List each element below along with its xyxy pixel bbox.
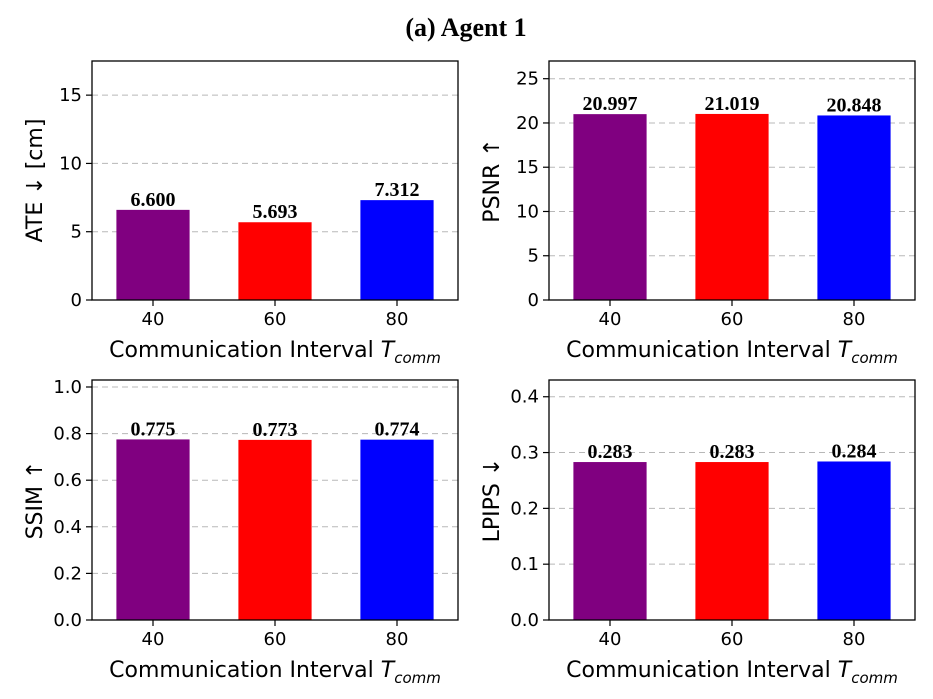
psnr-ylabel: PSNR ↑ (480, 138, 505, 222)
psnr-xlabel-symbol: T (838, 338, 853, 363)
ssim-value-label-60: 0.773 (253, 419, 298, 441)
ate-value-label-60: 5.693 (253, 201, 298, 223)
ssim-bar-60 (238, 439, 312, 620)
ate-xlabel-symbol: T (381, 338, 396, 363)
lpips-value-label-80: 0.284 (832, 440, 877, 462)
psnr-ytick-label: 15 (516, 157, 539, 178)
ate-xlabel-subscript: comm (394, 349, 441, 367)
ate-ytick-label: 5 (71, 222, 82, 243)
lpips-ytick-label: 0.2 (510, 498, 539, 519)
ssim-ytick-label: 0.6 (53, 470, 82, 491)
ate-xtick-label: 40 (142, 309, 165, 330)
psnr-ytick-label: 10 (516, 201, 539, 222)
ssim-ytick-label: 0.0 (53, 610, 82, 631)
ate-ytick-label: 0 (71, 290, 82, 311)
lpips-xlabel-symbol: T (838, 658, 853, 683)
psnr-ytick-label: 5 (528, 246, 539, 267)
ssim-bar-40 (116, 439, 190, 620)
ssim-ylabel: SSIM ↑ (23, 461, 48, 540)
lpips-ytick-label: 0.1 (510, 554, 539, 575)
psnr-xlabel-subscript: comm (851, 349, 898, 367)
ssim-xtick-label: 40 (142, 629, 165, 650)
ssim-xlabel-text: Communication Interval (109, 658, 381, 683)
psnr-xtick-label: 60 (721, 309, 744, 330)
lpips-bar-80 (817, 461, 891, 620)
ssim-ytick-label: 1.0 (53, 377, 82, 398)
lpips-ylabel: LPIPS ↓ (480, 458, 505, 543)
psnr-ytick-label: 25 (516, 69, 539, 90)
psnr-ytick-label: 20 (516, 113, 539, 134)
lpips-plot-frame (548, 379, 916, 621)
ssim-plot-frame (91, 379, 459, 621)
psnr-value-label-60: 21.019 (705, 93, 760, 115)
ate-value-label-80: 7.312 (375, 179, 420, 201)
ate-xtick-label: 60 (264, 309, 287, 330)
lpips-value-label-40: 0.283 (588, 441, 633, 463)
psnr-xtick-label: 40 (599, 309, 622, 330)
ssim-ytick-label: 0.8 (53, 424, 82, 445)
ate-ytick-label: 10 (59, 153, 82, 174)
ate-xtick-label: 80 (386, 309, 409, 330)
ate-plot-frame (91, 60, 459, 301)
ate-bar-60 (238, 222, 312, 300)
ssim-ytick-label: 0.2 (53, 563, 82, 584)
ate-xlabel: Communication Interval Tcomm (109, 338, 441, 367)
psnr-value-label-40: 20.997 (583, 93, 638, 115)
lpips-ytick-label: 0.3 (510, 443, 539, 464)
ssim-chart: 0.00.20.40.60.81.00.775400.773600.77480C… (23, 377, 459, 687)
psnr-plot-frame (548, 60, 916, 301)
lpips-xtick-label: 60 (721, 629, 744, 650)
psnr-bar-80 (817, 115, 891, 300)
ssim-bar-80 (360, 439, 434, 620)
psnr-xlabel-text: Communication Interval (566, 338, 838, 363)
ssim-value-label-40: 0.775 (131, 418, 176, 440)
lpips-xlabel-text: Communication Interval (566, 658, 838, 683)
ate-ytick-label: 15 (59, 85, 82, 106)
lpips-chart: 0.00.10.20.30.40.283400.283600.28480Comm… (480, 379, 916, 687)
ate-value-label-40: 6.600 (131, 189, 176, 211)
psnr-ytick-label: 0 (528, 290, 539, 311)
ate-ylabel: ATE ↓ [cm] (23, 119, 48, 243)
ssim-xtick-label: 60 (264, 629, 287, 650)
lpips-bar-60 (695, 462, 769, 620)
ate-chart: 0510156.600405.693607.31280Communication… (23, 60, 459, 367)
lpips-xlabel-subscript: comm (851, 669, 898, 687)
ssim-xlabel-symbol: T (381, 658, 396, 683)
lpips-ytick-label: 0.4 (510, 387, 539, 408)
ate-bar-40 (116, 209, 190, 300)
ate-xlabel-text: Communication Interval (109, 338, 381, 363)
ssim-xtick-label: 80 (386, 629, 409, 650)
ssim-xlabel-subscript: comm (394, 669, 441, 687)
ssim-value-label-80: 0.774 (375, 419, 420, 441)
psnr-value-label-80: 20.848 (827, 94, 882, 116)
psnr-xtick-label: 80 (843, 309, 866, 330)
ssim-xlabel: Communication Interval Tcomm (109, 658, 441, 687)
lpips-bar-40 (573, 462, 647, 620)
lpips-xlabel: Communication Interval Tcomm (566, 658, 898, 687)
psnr-xlabel: Communication Interval Tcomm (566, 338, 898, 367)
lpips-xtick-label: 40 (599, 629, 622, 650)
psnr-chart: 051015202520.9974021.0196020.84880Commun… (480, 60, 916, 367)
figure-title: (a) Agent 1 (405, 13, 526, 42)
lpips-xtick-label: 80 (843, 629, 866, 650)
ate-bar-80 (360, 200, 434, 300)
ssim-ytick-label: 0.4 (53, 517, 82, 538)
lpips-ytick-label: 0.0 (510, 610, 539, 631)
psnr-bar-40 (573, 114, 647, 300)
lpips-value-label-60: 0.283 (710, 441, 755, 463)
psnr-bar-60 (695, 113, 769, 300)
